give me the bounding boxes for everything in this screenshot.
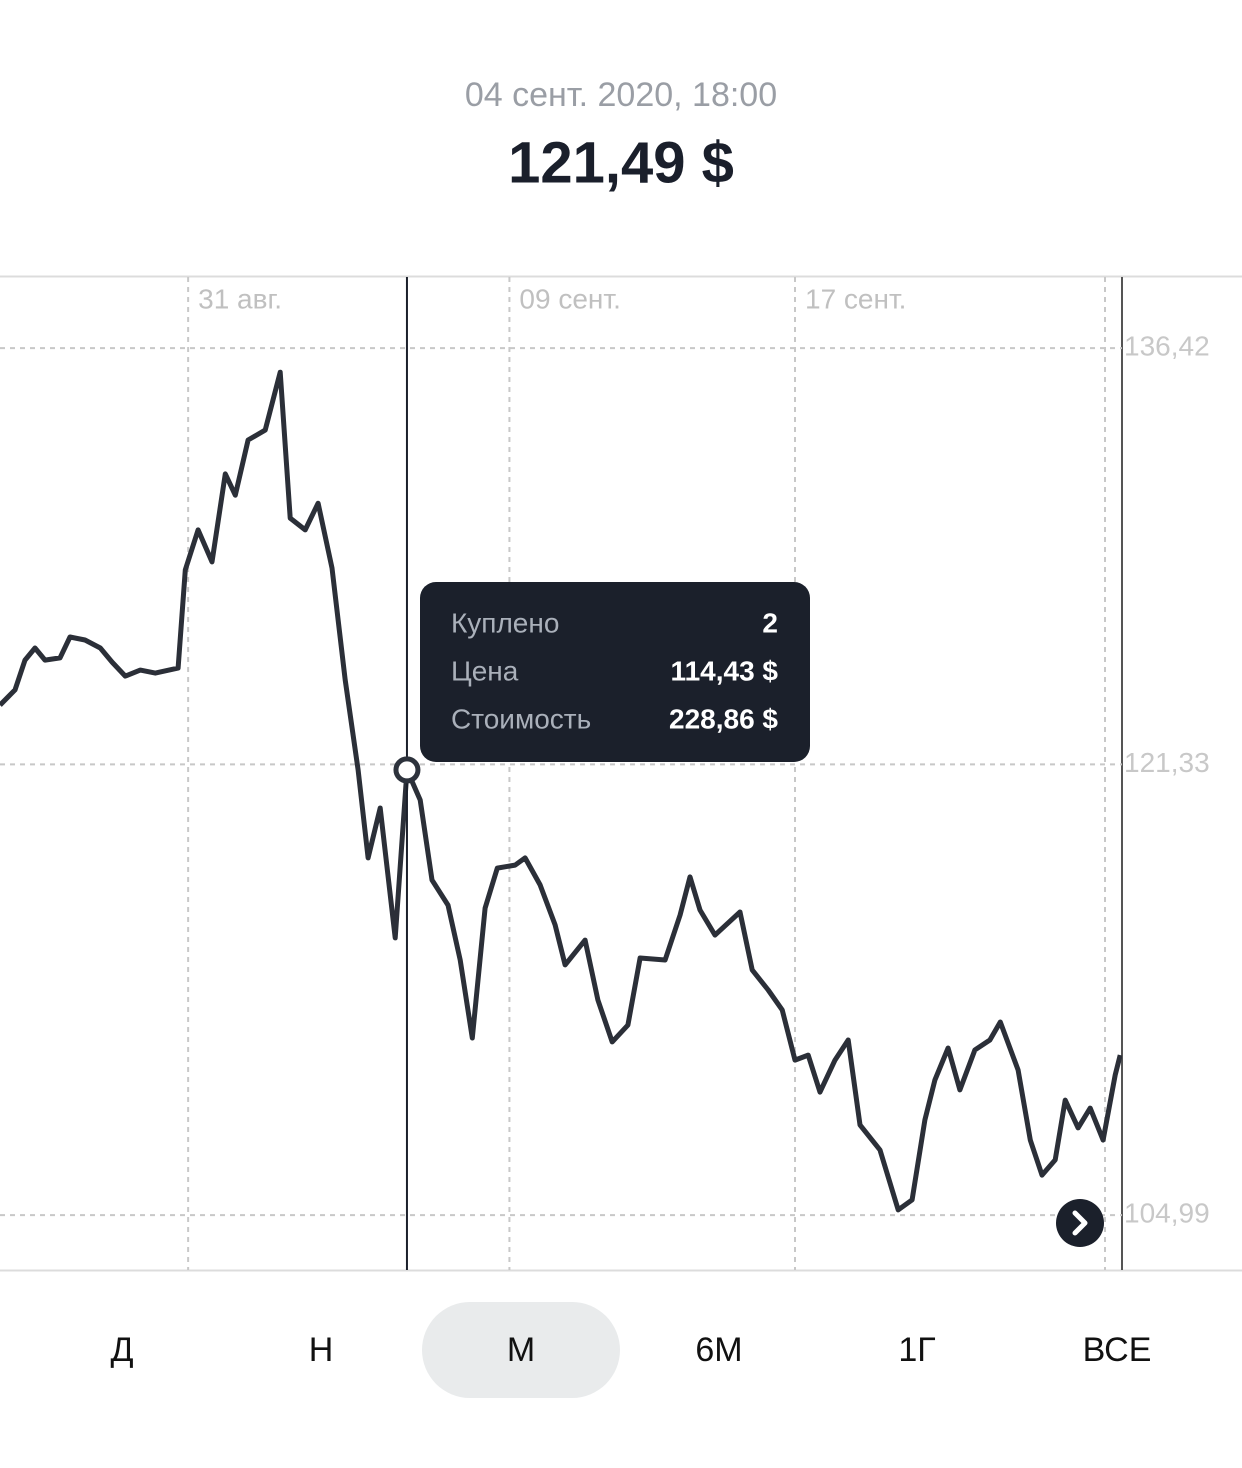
period-button[interactable]: 6М	[695, 1331, 742, 1369]
y-tick-label: 121,33	[1124, 747, 1210, 778]
tooltip-value: 228,86 $	[669, 703, 778, 734]
tooltip	[420, 582, 810, 762]
period-button[interactable]: М	[507, 1331, 535, 1369]
chevron	[1072, 1210, 1088, 1236]
period-button[interactable]: 1Г	[898, 1331, 935, 1369]
tooltip-value: 114,43 $	[671, 655, 779, 686]
period-button[interactable]: ВСЕ	[1083, 1331, 1152, 1369]
period-button[interactable]: Д	[110, 1331, 133, 1369]
price: 121,49 $	[508, 130, 734, 195]
price-line	[0, 369, 1122, 1213]
period-button[interactable]: Н	[309, 1331, 334, 1369]
overlay: Куплено 2 Цена 114,43 $ Стоимость 228,86 $	[420, 582, 1104, 1247]
tooltip-label: Куплено	[451, 607, 559, 638]
y-tick-label: 136,42	[1124, 331, 1210, 362]
tooltip-label: Стоимость	[451, 703, 591, 734]
tooltip-value: 2	[762, 607, 778, 638]
cursor-point	[393, 756, 421, 784]
date: 04 сент. 2020, 18:00	[465, 76, 777, 114]
x-tick-label: 31 авг.	[198, 283, 282, 314]
scroll-button[interactable]	[1056, 1199, 1104, 1247]
period-selected[interactable]	[422, 1302, 620, 1398]
chart-layer: 31 авг. 09 сент. 17 сент. 136,42 121,33 104,9…	[0, 277, 1210, 1270]
y-tick-label: 104,99	[1124, 1197, 1210, 1228]
x-tick-label: 09 сент.	[519, 283, 620, 314]
x-tick-label: 17 сент.	[805, 283, 906, 314]
tooltip-label: Цена	[451, 655, 519, 686]
